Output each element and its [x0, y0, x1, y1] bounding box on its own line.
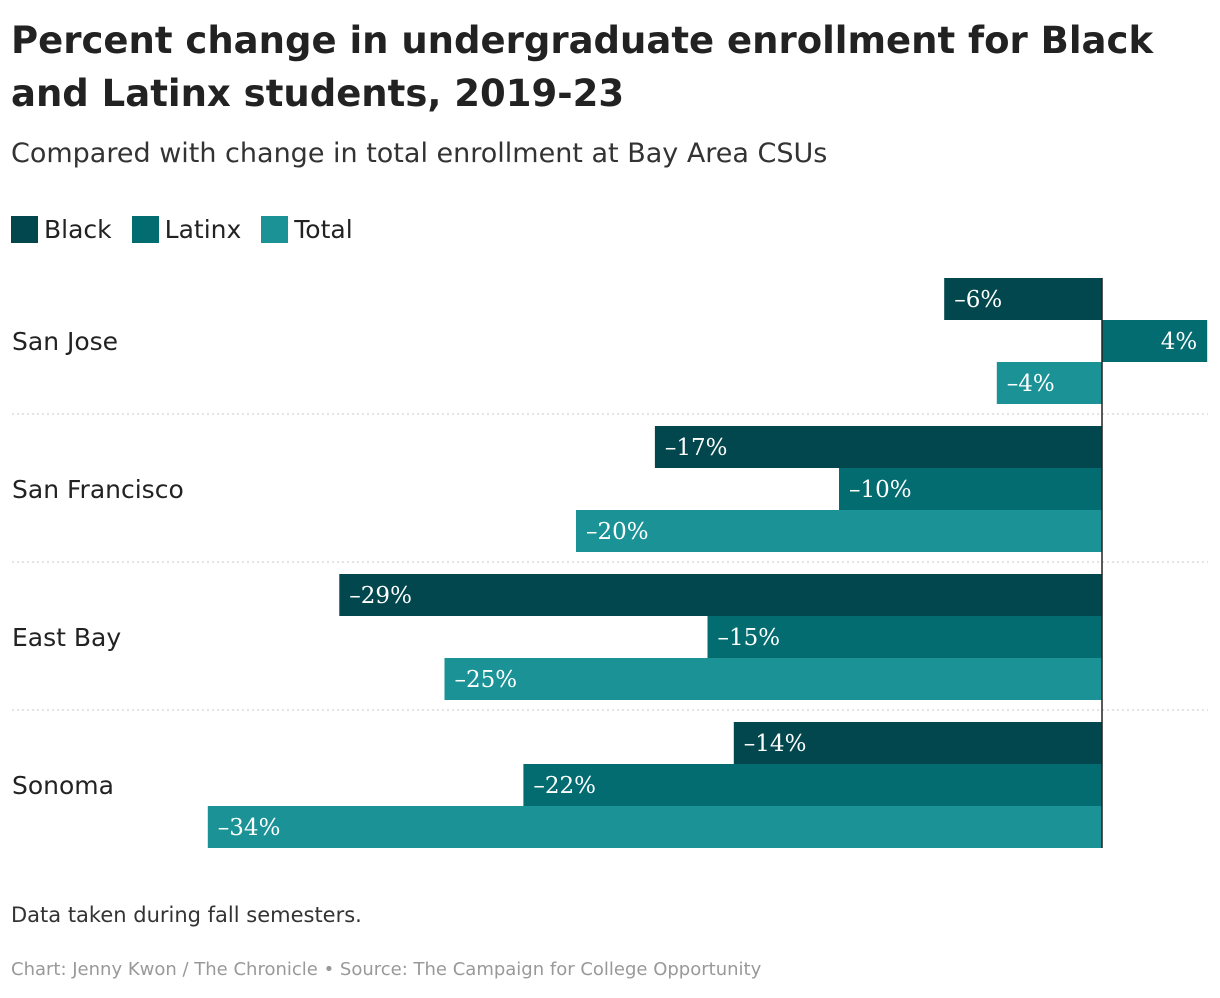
data-label-san-francisco-black: –17%: [665, 435, 728, 461]
legend-label-latinx: Latinx: [164, 215, 242, 244]
legend-label-total: Total: [294, 215, 353, 244]
data-label-east-bay-black: –29%: [349, 583, 412, 609]
category-label-sonoma: Sonoma: [12, 771, 114, 800]
legend: Black Latinx Total: [11, 215, 373, 244]
legend-swatch-latinx: [131, 216, 159, 243]
bar-san-jose-black: [944, 278, 1102, 320]
data-label-san-jose-black: –6%: [954, 287, 1002, 313]
chart-note: Data taken during fall semesters.: [11, 903, 362, 927]
bar-san-jose-latinx: [1102, 320, 1208, 362]
category-label-san-jose: San Jose: [12, 327, 118, 356]
bar-san-francisco-total: [576, 510, 1102, 552]
data-label-sonoma-latinx: –22%: [533, 773, 596, 799]
chart-title: Percent change in undergraduate enrollme…: [11, 19, 1154, 115]
bar-east-bay-total: [444, 658, 1102, 700]
bar-sonoma-black: [733, 722, 1102, 764]
data-label-san-jose-latinx: 4%: [1161, 329, 1198, 355]
data-label-east-bay-total: –25%: [455, 667, 518, 693]
legend-item-total: Total: [261, 215, 353, 244]
bar-san-jose-total: [996, 362, 1102, 404]
category-label-san-francisco: San Francisco: [12, 475, 184, 504]
legend-swatch-total: [261, 216, 289, 243]
bar-east-bay-latinx: [707, 616, 1102, 658]
bar-sonoma-latinx: [523, 764, 1102, 806]
data-label-east-bay-latinx: –15%: [718, 625, 781, 651]
bar-san-francisco-latinx: [839, 468, 1102, 510]
chart-credit: Chart: Jenny Kwon / The Chronicle • Sour…: [11, 959, 762, 980]
data-label-sonoma-total: –34%: [218, 815, 281, 841]
legend-swatch-black: [11, 216, 38, 243]
bar-chart: San Jose –6% 4% –4% San Francisco –17% –10% –20…: [12, 278, 1208, 848]
bar-sonoma-total: [207, 806, 1103, 848]
data-label-san-francisco-total: –20%: [586, 519, 649, 545]
bar-east-bay-black: [339, 574, 1102, 616]
data-label-san-francisco-latinx: –10%: [849, 477, 912, 503]
legend-item-black: Black: [11, 215, 112, 244]
data-label-san-jose-total: –4%: [1007, 371, 1055, 397]
legend-item-latinx: Latinx: [131, 215, 242, 244]
legend-label-black: Black: [44, 215, 112, 244]
data-label-sonoma-black: –14%: [744, 731, 807, 757]
bar-san-francisco-black: [654, 426, 1102, 468]
category-label-east-bay: East Bay: [12, 623, 121, 652]
chart-subtitle: Compared with change in total enrollment…: [11, 138, 828, 169]
